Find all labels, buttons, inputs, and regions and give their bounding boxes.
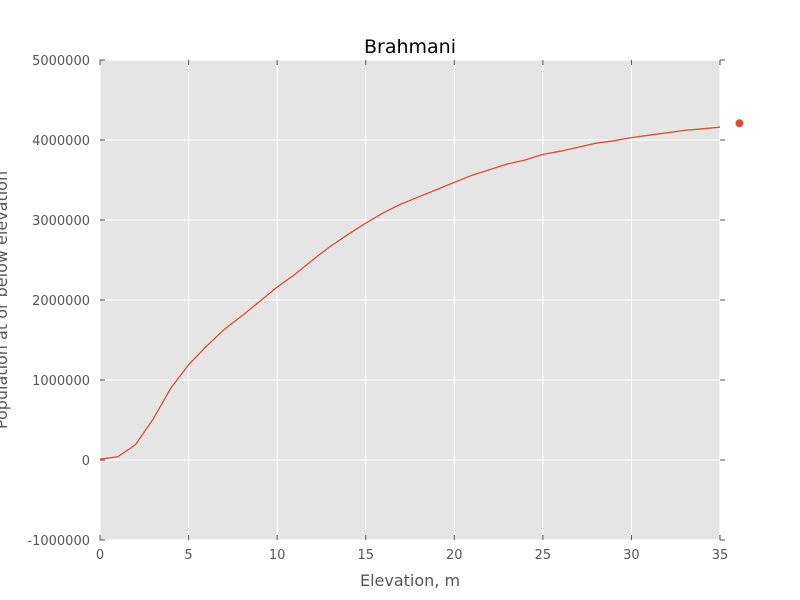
- x-tick-label: 25: [535, 548, 552, 563]
- x-tick-label: 0: [96, 548, 104, 563]
- y-tick-label: 5000000: [32, 54, 90, 69]
- series-layer: [99, 119, 744, 460]
- series-line: [99, 126, 721, 460]
- y-tick-label: -1000000: [27, 534, 90, 549]
- y-tick-label: 0: [82, 454, 90, 469]
- x-tick-label: 10: [269, 548, 286, 563]
- y-tick-label: 1000000: [32, 374, 90, 389]
- x-tick-label: 5: [184, 548, 192, 563]
- y-axis-label: Population at or below elevation: [0, 171, 11, 429]
- y-tick-label: 4000000: [32, 134, 90, 149]
- x-tick-label: 30: [623, 548, 640, 563]
- x-tick-labels: 0 5 10 15 20 25 30 35: [96, 548, 728, 563]
- y-tick-label: 2000000: [32, 294, 90, 309]
- axis-ticks: [99, 59, 725, 541]
- y-tick-labels: -1000000 0 1000000 2000000 3000000 4000000 500…: [27, 54, 90, 549]
- y-tick-label: 3000000: [32, 214, 90, 229]
- x-axis-label: Elevation, m: [360, 571, 460, 590]
- x-tick-label: 15: [357, 548, 374, 563]
- data-point: [735, 119, 744, 128]
- x-tick-label: 35: [712, 548, 729, 563]
- x-tick-label: 20: [446, 548, 463, 563]
- chart-title: Brahmani: [364, 36, 456, 58]
